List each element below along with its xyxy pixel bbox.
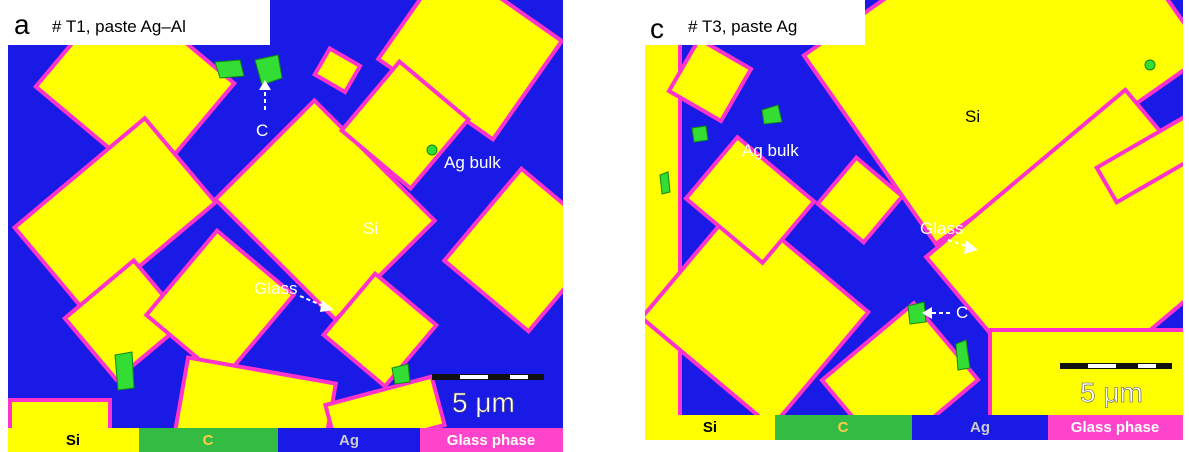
label-glass: Glass	[920, 219, 963, 238]
legend-entry: Ag	[339, 432, 359, 449]
scale-label: 5 μm	[452, 387, 515, 418]
phase-map-a	[8, 0, 606, 452]
legend-entry: C	[838, 419, 849, 436]
panel-title: # T1, paste Ag–Al	[52, 17, 186, 36]
legend-entry: Si	[66, 432, 80, 449]
label-si: Si	[965, 107, 980, 126]
legend-entry: Si	[703, 419, 717, 436]
scale-label: 5 μm	[1080, 377, 1143, 408]
label-si: Si	[363, 219, 378, 238]
legend-entry: C	[203, 432, 214, 449]
figure: a # T1, paste Ag–Al C Ag bulk Si Glass 5…	[0, 0, 1189, 452]
label-ag: Ag bulk	[444, 153, 501, 172]
legend-entry: Glass phase	[1071, 419, 1159, 436]
legend-a: Si C Ag Glass phase	[8, 428, 563, 452]
legend-entry: Glass phase	[447, 432, 535, 449]
panel-title: # T3, paste Ag	[688, 17, 797, 36]
legend-entry: Ag	[970, 419, 990, 436]
label-c: C	[256, 121, 268, 140]
legend-c: Si C Ag Glass phase	[645, 415, 1183, 440]
label-c: C	[956, 303, 968, 322]
label-glass: Glass	[254, 279, 297, 298]
panel-letter: a	[14, 9, 30, 40]
panel-letter: c	[650, 13, 664, 44]
label-ag: Ag bulk	[742, 141, 799, 160]
